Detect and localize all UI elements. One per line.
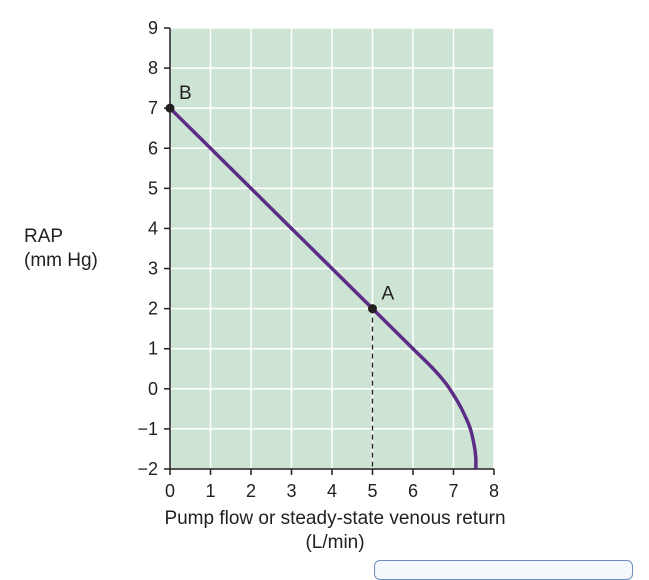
tick-labels: 9 8 7 6 5 4 3 2 1 0 −1 −2 0 1 2 3 4 5 6 7 8: [137, 18, 499, 501]
series: [168, 106, 478, 470]
x-tick-label: 4: [327, 481, 337, 501]
x-tick-label: 0: [165, 481, 175, 501]
y-tick-label: 0: [148, 379, 158, 399]
x-tick-label: 7: [448, 481, 458, 501]
x-tick-label: 2: [246, 481, 256, 501]
y-tick-label: 2: [148, 299, 158, 319]
y-tick-label: 3: [148, 259, 158, 279]
x-tick-label: 5: [367, 481, 377, 501]
y-tick-label: 9: [148, 18, 158, 38]
grid: [169, 27, 495, 470]
y-tick-label: 8: [148, 58, 158, 78]
y-axis-label-line1: RAP: [24, 226, 64, 247]
axes: [164, 27, 495, 475]
x-axis-label: Pump flow or steady-state venous return …: [100, 507, 570, 555]
point-label-a: A: [382, 284, 395, 305]
x-axis-label-line1: Pump flow or steady-state venous return: [164, 508, 506, 529]
x-tick-label: 1: [205, 481, 215, 501]
x-tick-label: 6: [408, 481, 418, 501]
y-tick-label: −1: [137, 419, 158, 439]
y-tick-label: −2: [137, 459, 158, 479]
x-axis-label-line2: (L/min): [305, 532, 365, 553]
caption-box: [374, 560, 633, 580]
x-tick-label: 3: [286, 481, 296, 501]
x-tick-label: 8: [489, 481, 499, 501]
points: BA: [165, 83, 395, 314]
point-a: [368, 304, 377, 314]
point-b: [165, 103, 175, 113]
y-tick-label: 6: [148, 138, 158, 158]
y-tick-label: 1: [148, 339, 158, 359]
y-tick-label: 4: [148, 218, 158, 238]
y-tick-label: 5: [148, 178, 158, 198]
venous-return-curve: [168, 106, 478, 470]
y-axis-label-line2: (mm Hg): [24, 250, 98, 271]
point-label-b: B: [179, 83, 192, 104]
y-axis-label: RAP (mm Hg): [24, 225, 98, 273]
y-tick-label: 7: [148, 98, 158, 118]
